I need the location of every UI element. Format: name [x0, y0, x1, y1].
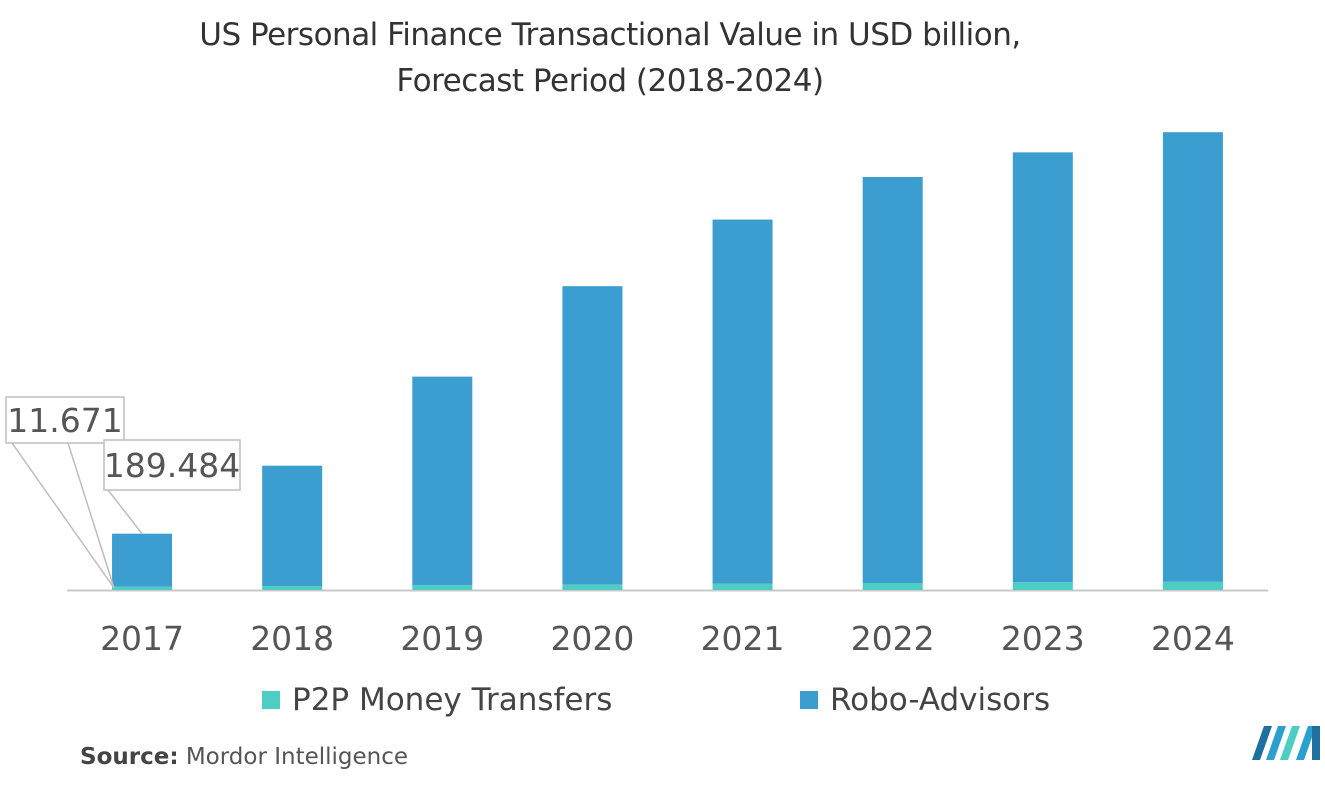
bar-robo-2020 — [562, 286, 623, 585]
mordor-logo — [1252, 726, 1320, 760]
data-label-box-1 — [103, 439, 241, 491]
bar-robo-2022 — [862, 177, 923, 583]
bar-p2p-2024 — [1162, 581, 1223, 590]
data-label-p2p-2017: 11.671 — [7, 401, 122, 440]
bar-p2p-2023 — [1012, 582, 1073, 590]
data-label-leader-1-0 — [107, 489, 143, 535]
bar-p2p-2021 — [712, 583, 773, 590]
bar-chart: 2017 2018 2019 2020 2021 2022 2023 2024 11.671 18… — [5, 132, 1268, 658]
data-label-leader-0-1 — [67, 442, 115, 589]
source-note: Source: Mordor Intelligence — [80, 744, 408, 770]
x-tick-label-2023: 2023 — [1001, 619, 1085, 658]
bar-robo-2018 — [262, 465, 323, 587]
bar-p2p-2018 — [262, 586, 323, 590]
bar-p2p-2022 — [862, 583, 923, 590]
legend-label-p2p: P2P Money Transfers — [292, 682, 613, 718]
x-tick-label-2020: 2020 — [550, 619, 634, 658]
legend-label-robo: Robo-Advisors — [830, 682, 1051, 718]
legend-item-p2p: P2P Money Transfers — [262, 682, 612, 718]
bar-robo-2024 — [1162, 132, 1223, 582]
x-tick-label-2018: 2018 — [250, 619, 334, 658]
data-label-box-0 — [5, 396, 125, 444]
source-label: Source: — [80, 744, 179, 770]
x-tick-label-2024: 2024 — [1151, 619, 1235, 658]
bar-p2p-2017 — [112, 586, 173, 590]
x-tick-label-2021: 2021 — [701, 619, 785, 658]
legend: P2P Money Transfers Robo-Advisors — [0, 682, 1325, 722]
source-text: Mordor Intelligence — [185, 744, 409, 770]
legend-swatch-robo — [800, 691, 818, 709]
bar-robo-2017 — [112, 533, 173, 587]
bar-p2p-2019 — [412, 585, 473, 590]
x-tick-label-2019: 2019 — [400, 619, 484, 658]
bar-robo-2019 — [412, 376, 473, 586]
bar-robo-2023 — [1012, 152, 1073, 583]
data-label-leader-0-0 — [11, 442, 115, 589]
data-label-robo-2017: 189.484 — [104, 446, 240, 485]
bar-p2p-2020 — [562, 584, 623, 590]
legend-item-robo: Robo-Advisors — [800, 682, 1050, 718]
x-tick-label-2022: 2022 — [851, 619, 935, 658]
x-tick-label-2017: 2017 — [100, 619, 184, 658]
chart-title-line-1: US Personal Finance Transactional Value … — [199, 17, 1021, 53]
chart-title-line-2: Forecast Period (2018-2024) — [396, 63, 824, 99]
chart-title: US Personal Finance Transactional Value … — [0, 12, 1220, 104]
legend-swatch-p2p — [262, 691, 280, 709]
bar-robo-2021 — [712, 219, 773, 584]
